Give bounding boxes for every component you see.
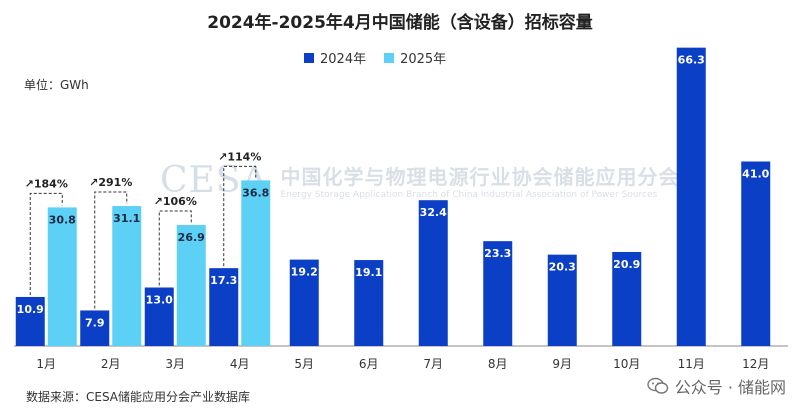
x-tick-label-3: 3月 — [165, 357, 185, 371]
growth-label-2: ↗291% — [89, 176, 132, 189]
x-tick-label-6: 6月 — [359, 357, 379, 371]
legend-swatch-2024 — [304, 52, 314, 63]
bar-2025-1 — [47, 207, 77, 346]
x-tick-label-12: 12月 — [742, 357, 769, 371]
data-label-2025-3: 26.9 — [178, 231, 205, 244]
data-label-2024-12: 41.0 — [742, 168, 769, 181]
x-tick-label-11: 11月 — [678, 357, 705, 371]
bar-2024-11 — [676, 47, 706, 347]
x-tick-label-2: 2月 — [101, 357, 121, 371]
legend-swatch-2025 — [384, 52, 395, 63]
watermark-text: 中国化学与物理电源行业协会储能应用分会 Energy Storage Appli… — [280, 161, 679, 200]
data-label-2024-1: 10.9 — [17, 303, 44, 316]
x-tick-label-8: 8月 — [488, 357, 508, 371]
data-label-2024-11: 66.3 — [678, 54, 705, 67]
bar-2025-2 — [112, 206, 142, 346]
growth-label-4: ↗114% — [218, 150, 261, 163]
legend-label-2024: 2024年 — [320, 52, 367, 67]
legend-item-2024: 2024年 — [304, 48, 366, 67]
data-label-2024-3: 13.0 — [146, 294, 173, 307]
data-label-2025-4: 36.8 — [242, 186, 269, 199]
unit-label: 单位：GWh — [24, 78, 89, 92]
bar-2024-5 — [289, 259, 319, 346]
watermark-cn: 中国化学与物理电源行业协会储能应用分会 — [280, 165, 680, 189]
growth-bracket-2 — [94, 191, 128, 309]
chart-title: 2024年-2025年4月中国储能（含设备）招标容量 — [207, 13, 593, 33]
x-tick-label-10: 10月 — [613, 357, 640, 371]
bar-2024-7 — [418, 200, 448, 346]
x-tick-label-1: 1月 — [36, 357, 56, 371]
bar-2025-4 — [241, 180, 271, 346]
data-label-2024-7: 32.4 — [420, 206, 447, 219]
data-label-2024-5: 19.2 — [291, 266, 318, 279]
data-label-2024-8: 23.3 — [484, 247, 511, 260]
footer-mark: 公众号 · 储能网 — [647, 374, 786, 398]
data-label-2024-4: 17.3 — [210, 274, 237, 287]
bar-2024-4 — [209, 268, 239, 346]
bar-2024-1 — [15, 296, 45, 346]
data-label-2025-2: 31.1 — [113, 212, 140, 225]
bar-2025-3 — [176, 224, 206, 346]
growth-label-3: ↗106% — [154, 195, 197, 208]
bar-2024-9 — [547, 254, 577, 346]
bar-2024-6 — [354, 260, 384, 346]
watermark-en: Energy Storage Application Branch of Chi… — [280, 190, 658, 200]
x-tick-label-5: 5月 — [294, 357, 314, 371]
bar-2024-8 — [483, 241, 513, 346]
data-label-2024-2: 7.9 — [85, 316, 105, 329]
bar-2024-10 — [612, 251, 642, 346]
footer-text: 公众号 · 储能网 — [674, 378, 786, 397]
legend-label-2025: 2025年 — [400, 52, 447, 67]
bar-2024-12 — [741, 161, 771, 346]
x-tick-label-9: 9月 — [552, 357, 572, 371]
data-label-2024-9: 20.3 — [549, 261, 576, 274]
data-label-2025-1: 30.8 — [49, 213, 76, 226]
x-tick-label-4: 4月 — [230, 357, 250, 371]
bar-2024-2 — [80, 310, 110, 346]
growth-bracket-3 — [158, 210, 192, 286]
growth-bracket-1 — [29, 192, 63, 295]
legend: 2024年 2025年 — [304, 48, 446, 67]
growth-bracket-4 — [223, 165, 257, 267]
x-tick-label-7: 7月 — [423, 357, 443, 371]
data-label-2024-6: 19.1 — [355, 266, 382, 279]
data-label-2024-10: 20.9 — [613, 258, 640, 271]
source-label: 数据来源：CESA储能应用分会产业数据库 — [26, 390, 251, 404]
wechat-icon — [647, 377, 668, 394]
legend-item-2025: 2025年 — [384, 48, 446, 67]
growth-label-1: ↗184% — [25, 177, 68, 190]
bar-2024-3 — [144, 287, 174, 346]
